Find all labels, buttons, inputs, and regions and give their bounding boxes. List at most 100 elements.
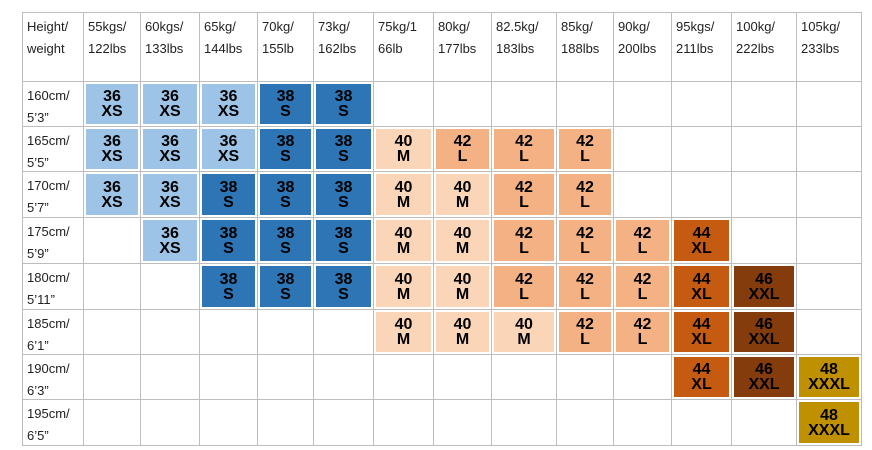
size-label: XS xyxy=(101,148,123,165)
size-number: 38 xyxy=(334,178,353,196)
size-label: M xyxy=(455,331,470,348)
height-text: 180cm/ xyxy=(27,270,70,285)
size-label: L xyxy=(580,193,590,211)
size-fill: 40 M xyxy=(436,220,489,261)
size-number: 36 xyxy=(161,133,179,150)
size-cell xyxy=(492,82,557,127)
size-fill: 38 S xyxy=(260,174,311,215)
size-fill: 42 L xyxy=(494,129,554,169)
size-fill: 44 XL xyxy=(674,312,729,352)
size-cell: 36 XS xyxy=(84,172,141,218)
header-cell: 95kgs/211lbs xyxy=(672,12,732,82)
size-label: M xyxy=(396,148,411,165)
size-number: 42 xyxy=(576,224,594,242)
size-cell xyxy=(672,82,732,127)
size-cell xyxy=(672,127,732,172)
size-fill: 42 L xyxy=(616,266,669,307)
size-label: L xyxy=(637,331,648,348)
size-cell xyxy=(141,264,200,310)
size-cell xyxy=(374,400,434,446)
height-text: 195cm/ xyxy=(27,406,70,421)
height-text: 5’7” xyxy=(27,200,49,215)
size-cell: 42 L xyxy=(434,127,492,172)
size-number: 38 xyxy=(276,88,295,105)
size-fill: 38 S xyxy=(316,84,371,124)
header-cell: 70kg/155lb xyxy=(258,12,314,82)
header-text: 66lb xyxy=(378,41,403,56)
size-cell xyxy=(84,264,141,310)
header-text: 177lbs xyxy=(438,41,477,56)
size-number: 38 xyxy=(276,224,295,242)
header-text: 80kg/ xyxy=(438,19,470,34)
height-text: 6’1” xyxy=(27,338,49,353)
header-text: 55kgs/ xyxy=(88,19,127,34)
size-cell: 36 XS xyxy=(141,82,200,127)
size-fill: 36 XS xyxy=(143,129,197,169)
size-fill: 36 XS xyxy=(202,129,255,169)
height-text: 170cm/ xyxy=(27,178,70,193)
size-label: L xyxy=(637,239,648,257)
size-number: 38 xyxy=(334,133,353,150)
header-text: 73kg/ xyxy=(318,19,350,34)
size-fill: 36 XS xyxy=(143,84,197,124)
height-text: 165cm/ xyxy=(27,133,70,148)
size-number: 44 xyxy=(692,270,711,288)
size-number: 38 xyxy=(219,224,238,242)
size-number: 36 xyxy=(103,88,121,105)
size-label: L xyxy=(580,285,590,303)
size-cell xyxy=(732,218,797,264)
size-cell: 44 XL xyxy=(672,355,732,400)
size-label: XXL xyxy=(748,331,780,348)
size-cell: 38 S xyxy=(258,218,314,264)
size-fill: 40 M xyxy=(436,266,489,307)
size-cell xyxy=(141,355,200,400)
size-cell xyxy=(141,310,200,355)
size-fill: 42 L xyxy=(559,266,611,307)
size-label: S xyxy=(223,239,234,257)
size-number: 48 xyxy=(820,361,838,378)
size-cell: 38 S xyxy=(200,264,258,310)
size-number: 42 xyxy=(515,178,533,196)
size-number: 46 xyxy=(755,270,773,288)
size-fill: 42 L xyxy=(494,266,554,307)
size-cell: 42 L xyxy=(614,310,672,355)
size-cell: 40 M xyxy=(492,310,557,355)
size-cell: 42 L xyxy=(557,172,614,218)
size-fill: 46 XXL xyxy=(734,357,794,397)
size-label: M xyxy=(517,331,531,348)
size-number: 44 xyxy=(692,361,711,378)
size-cell xyxy=(797,310,862,355)
header-text: 183lbs xyxy=(496,41,535,56)
header-text: 155lb xyxy=(262,41,294,56)
size-label: L xyxy=(519,193,529,211)
size-cell xyxy=(492,355,557,400)
header-text: 233lbs xyxy=(801,41,840,56)
size-cell: 40 M xyxy=(374,218,434,264)
size-cell xyxy=(614,127,672,172)
size-number: 46 xyxy=(755,316,773,333)
header-cell: 73kg/162lbs xyxy=(314,12,374,82)
size-number: 40 xyxy=(394,270,413,288)
size-number: 42 xyxy=(515,270,533,288)
height-text: 185cm/ xyxy=(27,316,70,331)
height-text: 5’9” xyxy=(27,246,49,261)
header-cell: 105kg/233lbs xyxy=(797,12,862,82)
size-label: S xyxy=(280,193,291,211)
size-cell xyxy=(797,218,862,264)
size-label: M xyxy=(455,193,470,211)
size-number: 46 xyxy=(755,361,773,378)
size-label: XL xyxy=(691,376,712,393)
height-cell: 195cm/6’5” xyxy=(22,400,84,446)
size-cell: 38 S xyxy=(200,218,258,264)
size-cell: 42 L xyxy=(557,264,614,310)
size-cell xyxy=(434,355,492,400)
size-number: 42 xyxy=(515,224,533,242)
size-cell xyxy=(434,82,492,127)
size-number: 38 xyxy=(219,178,238,196)
size-number: 38 xyxy=(334,224,353,242)
header-text: 122lbs xyxy=(88,41,127,56)
header-cell: 100kg/222lbs xyxy=(732,12,797,82)
header-cell: 65kg/144lbs xyxy=(200,12,258,82)
size-fill: 42 L xyxy=(559,220,611,261)
size-cell: 38 S xyxy=(314,82,374,127)
